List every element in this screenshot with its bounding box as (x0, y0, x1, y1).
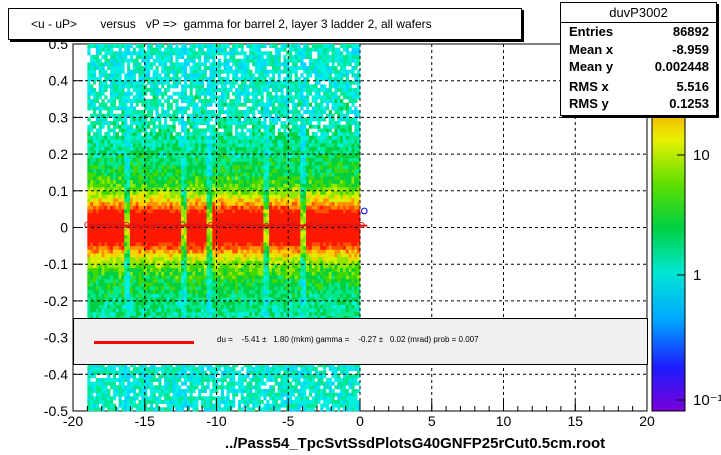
axes: -20 -15 -10 -5 0 5 10 15 20 -0.5 -0.4 -0.3 -0.2 -0.1 0… (44, 36, 655, 429)
fit-result-text: du = -5.41 ± 1.80 (mkm) gamma = -0.27 ± … (217, 335, 479, 344)
profile-point (313, 220, 320, 227)
profile-point (173, 222, 180, 229)
y-tick-label: -0.4 (44, 366, 68, 382)
stats-key: Mean y (569, 59, 614, 74)
x-tick-label: 15 (567, 413, 583, 429)
profile-point (112, 221, 119, 228)
fit-legend: du = -5.41 ± 1.80 (mkm) gamma = -0.27 ± … (73, 318, 648, 365)
stats-name: duvP3002 (561, 3, 716, 23)
profile-point (145, 223, 153, 230)
profile-point (268, 223, 276, 230)
profile-point (201, 223, 208, 230)
y-tick-label: -0.3 (44, 330, 68, 346)
profile-point (95, 223, 102, 230)
stats-value: 5.516 (676, 79, 709, 94)
profile-point (179, 221, 186, 228)
profile-point (117, 222, 125, 230)
y-tick-label: 0.4 (49, 73, 69, 89)
stats-value: 86892 (672, 24, 709, 39)
profile-point (190, 221, 197, 228)
profile-point (257, 224, 264, 231)
stats-key: RMS y (569, 96, 609, 111)
y-tick-label: 0.3 (49, 109, 69, 125)
title-box: <u - uP> versus vP => gamma for barrel 2… (8, 8, 522, 40)
profile-point (235, 223, 242, 230)
profile-markers (84, 207, 368, 231)
y-tick-label: -0.2 (44, 293, 68, 309)
profile-point (84, 221, 91, 228)
x-tick-label: -20 (63, 413, 83, 429)
stats-value: 0.1253 (669, 96, 709, 111)
stats-value: -8.959 (672, 42, 709, 57)
profile-point (296, 224, 304, 231)
profile-point (361, 207, 368, 215)
profile-point (134, 222, 141, 229)
palette-tick-label: 1 (693, 267, 701, 284)
profile-point (151, 222, 158, 229)
profile-point (319, 223, 326, 231)
x-tick-label: 20 (639, 413, 655, 429)
chart-title: <u - uP> versus vP => gamma for barrel 2… (31, 17, 432, 31)
profile-point (330, 223, 337, 230)
profile-point (212, 224, 220, 231)
x-tick-label: -10 (206, 413, 226, 429)
profile-point (184, 222, 192, 230)
x-axis-title: ../Pass54_TpcSvtSsdPlotsG40GNFP25rCut0.5… (225, 435, 606, 452)
profile-point (129, 224, 136, 231)
profile-point (157, 221, 164, 228)
profile-point (224, 220, 231, 228)
x-tick-label: 5 (428, 413, 436, 429)
x-tick-label: -15 (135, 413, 155, 429)
stats-box: duvP3002 Entries 86892 Mean x -8.959 Mean … (560, 2, 717, 116)
profile-point (252, 221, 259, 228)
profile-point (341, 222, 348, 229)
profile-point (168, 224, 175, 231)
profile-point (347, 221, 354, 228)
profile-point (207, 221, 214, 229)
profile-point (324, 221, 332, 228)
profile-point (229, 222, 236, 229)
profile-point (101, 221, 108, 228)
profile-point (291, 220, 298, 227)
y-tick-label: 0.5 (49, 36, 69, 52)
profile-point (302, 223, 309, 230)
fit-line-sample (94, 341, 194, 344)
stats-key: RMS x (569, 79, 609, 94)
x-tick-label: -5 (282, 413, 295, 429)
profile-point (352, 224, 360, 231)
y-tick-label: 0.1 (49, 183, 69, 199)
palette-tick-label: 10⁻¹ (693, 392, 721, 409)
stats-key: Mean x (569, 42, 614, 57)
x-tick-label: 0 (356, 413, 364, 429)
heatmap-cells (87, 44, 361, 412)
profile-point (106, 222, 113, 229)
profile-point (196, 222, 203, 229)
profile-point (274, 220, 281, 228)
y-tick-label: -0.1 (44, 256, 68, 272)
profile-point (358, 221, 365, 229)
profile-point (218, 221, 225, 228)
profile-point (280, 223, 287, 230)
stats-key: Entries (569, 24, 614, 39)
y-tick-label: 0 (60, 220, 68, 236)
profile-point (123, 221, 130, 228)
stats-value: 0.002448 (654, 59, 709, 74)
palette-tick-label: 10 (693, 147, 710, 164)
y-tick-label: 0.2 (49, 146, 69, 162)
y-tick-label: -0.5 (44, 403, 68, 419)
profile-point (308, 221, 315, 228)
x-tick-label: 10 (496, 413, 512, 429)
